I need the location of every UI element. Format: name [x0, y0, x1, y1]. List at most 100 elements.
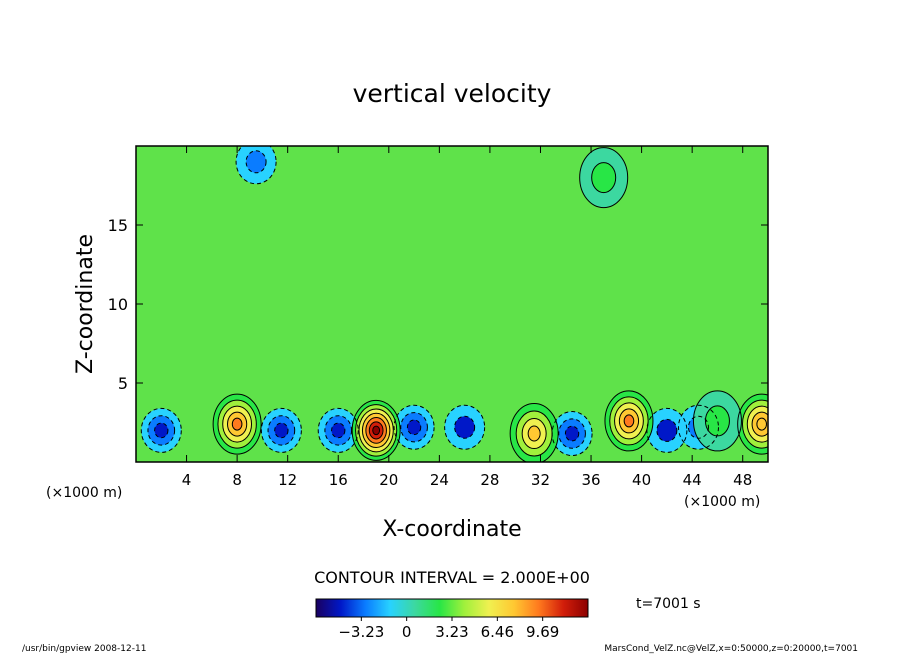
contour-13-4: [756, 417, 767, 431]
x-unit-label-left: (×1000 m): [46, 485, 122, 501]
contour-12-0: [604, 390, 654, 452]
contour-5-1: [558, 418, 586, 449]
y-axis-label: Z-coordinate: [73, 234, 98, 374]
contour-14-0: [692, 390, 742, 452]
contour-10-3: [361, 412, 391, 449]
x-unit-label-right: (×1000 m): [684, 494, 760, 510]
time-label: t=7001 s: [636, 596, 701, 612]
colorbar-tick-label-4: 9.69: [526, 623, 559, 641]
y-tick-label-5: 5: [118, 374, 128, 393]
contour-8-0: [235, 146, 277, 185]
contour-2-0: [317, 407, 359, 453]
contour-7-1: [687, 415, 709, 439]
contour-2-2: [331, 422, 346, 439]
contour-13-3: [751, 411, 768, 437]
contour-8-1: [245, 150, 267, 174]
x-tick-label-36: 36: [581, 471, 600, 489]
contour-10-2: [358, 408, 394, 453]
contour-0-1: [147, 415, 176, 446]
contour-interval-label: CONTOUR INTERVAL = 2.000E+00: [314, 568, 590, 587]
x-tick-label-24: 24: [430, 471, 449, 489]
contour-3-1: [400, 412, 428, 443]
updraft-12-level-4: [624, 414, 634, 427]
updraft-14-level-1: [705, 405, 730, 436]
contour-10-5: [368, 421, 384, 440]
x-tick-label-28: 28: [480, 471, 499, 489]
x-axis-label: X-coordinate: [382, 517, 521, 542]
updraft-10-level-6: [372, 426, 380, 435]
x-tick-label-8: 8: [232, 471, 242, 489]
contour-4-1: [454, 415, 476, 439]
contour-12-4: [623, 414, 635, 428]
contour-4-0: [444, 404, 486, 450]
x-tick-label-4: 4: [182, 471, 192, 489]
downdraft-3-level-2: [407, 419, 421, 435]
contour-7-0: [677, 404, 719, 450]
contour-11-1: [515, 410, 553, 457]
colorbar: [315, 598, 589, 618]
contour-1-0: [260, 407, 302, 453]
contour-14-1: [704, 405, 730, 437]
contour-lines: [140, 146, 768, 462]
x-tick-label-40: 40: [632, 471, 651, 489]
contour-10-6: [372, 425, 381, 436]
contour-13-0: [737, 393, 768, 455]
x-tick-label-44: 44: [683, 471, 702, 489]
downdraft-4-level-1: [454, 416, 475, 439]
contour-9-0: [212, 393, 262, 455]
downdraft-6-level-1: [656, 419, 677, 442]
y-tick-label-10: 10: [108, 295, 128, 314]
x-tick-label-32: 32: [531, 471, 550, 489]
contour-12-3: [618, 408, 640, 434]
colorbar-ticks: −3.23 0 3.23 6.46 9.69: [338, 617, 559, 641]
x-tick-label-48: 48: [733, 471, 752, 489]
updraft-15-level-1: [591, 162, 616, 193]
contour-6-1: [656, 418, 678, 442]
contour-10-0: [351, 399, 401, 461]
y-tick-label-15: 15: [108, 216, 128, 235]
downdraft-8-level-1: [246, 150, 267, 173]
contour-5-2: [564, 425, 580, 442]
contour-10-4: [365, 417, 387, 444]
colorbar-tick-label-2: 3.23: [435, 623, 468, 641]
contour-11-3: [527, 425, 541, 442]
updraft-9-level-4: [232, 418, 242, 431]
colorbar-tick-label-3: 6.46: [481, 623, 514, 641]
updraft-11-level-3: [528, 426, 541, 442]
x-tick-label-20: 20: [379, 471, 398, 489]
contour-9-1: [217, 399, 257, 449]
contour-3-2: [406, 419, 422, 436]
contour-11-2: [521, 418, 547, 450]
contour-11-0: [509, 403, 559, 462]
x-axis: 4 8 12 16 20 24 28 32 36 40 44 48: [182, 146, 752, 489]
contour-13-1: [741, 399, 768, 449]
contour-15-0: [579, 147, 629, 209]
downdraft-0-level-2: [154, 423, 168, 438]
contour-10-1: [355, 404, 398, 457]
updraft-13-level-4: [756, 418, 767, 431]
contour-13-2: [746, 405, 768, 443]
footer-left: /usr/bin/gpview 2008-12-11: [22, 644, 146, 654]
x-tick-label-12: 12: [278, 471, 297, 489]
plot-area: [136, 146, 768, 462]
colorbar-tick-label-1: 0: [402, 623, 412, 641]
colorbar-tick-label-0: −3.23: [338, 623, 384, 641]
y-axis: 5 10 15: [108, 216, 768, 393]
contour-1-2: [274, 422, 289, 439]
footer-right: MarsCond_VelZ.nc@VelZ,x=0:50000,z=0:2000…: [604, 644, 858, 654]
contour-1-1: [267, 415, 296, 446]
contour-12-2: [614, 402, 644, 440]
downdraft-2-level-2: [331, 423, 345, 438]
contour-9-4: [231, 417, 243, 431]
downdraft-5-level-2: [565, 426, 579, 441]
x-tick-label-16: 16: [329, 471, 348, 489]
chart-title: vertical velocity: [353, 79, 552, 108]
contour-9-3: [227, 411, 248, 437]
contour-0-2: [154, 422, 169, 439]
downdraft-1-level-2: [274, 423, 289, 438]
contour-15-1: [591, 162, 617, 194]
contour-9-2: [222, 405, 253, 443]
contour-3-0: [393, 404, 435, 450]
contour-2-1: [324, 415, 353, 446]
